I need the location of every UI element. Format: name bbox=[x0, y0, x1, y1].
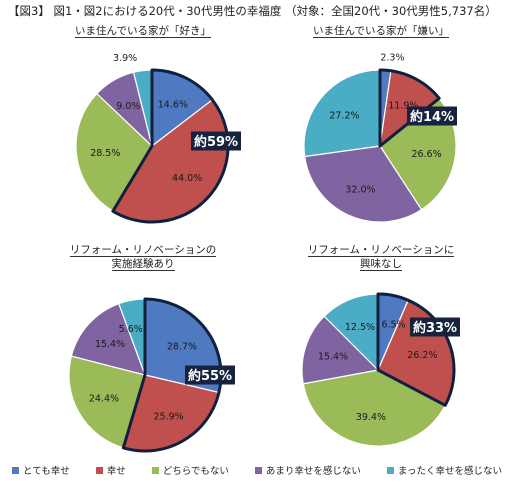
chart-title-dislike-home: いま住んでいる家が「嫌い」 bbox=[261, 24, 501, 38]
figure-title: 【図3】 図1・図2における20代・30代男性の幸福度 （対象：全国20代・30… bbox=[8, 4, 497, 18]
data-label: 9.0% bbox=[116, 101, 140, 112]
pie-chart-3: 6.5% 26.2% 39.4% 15.4% 12.5% 約33% bbox=[301, 292, 460, 447]
data-label: 12.5% bbox=[345, 322, 375, 333]
data-label: 44.0% bbox=[172, 173, 202, 184]
data-label: 2.3% bbox=[380, 53, 404, 64]
legend-swatch bbox=[12, 466, 19, 474]
data-label: 15.4% bbox=[318, 352, 348, 363]
data-label: 39.4% bbox=[356, 412, 386, 423]
chart-title-line: いま住んでいる家が「好き」 bbox=[75, 25, 211, 38]
chart-title-line: いま住んでいる家が「嫌い」 bbox=[313, 25, 449, 38]
chart-title-line: リフォーム・リノベーションに bbox=[307, 244, 455, 257]
legend-item: あまり幸せを感じない bbox=[254, 463, 361, 477]
legend-swatch bbox=[151, 466, 159, 474]
data-label: 15.4% bbox=[95, 339, 125, 350]
data-label: 5.6% bbox=[119, 324, 143, 335]
pie-chart-2: 28.7% 25.9% 24.4% 15.4% 5.6% 約55% bbox=[68, 297, 235, 453]
legend-item: まったく幸せを感じない bbox=[386, 463, 502, 477]
data-label: 3.9% bbox=[113, 53, 137, 64]
callout-label: 約55% bbox=[188, 368, 232, 384]
callout-box bbox=[407, 106, 457, 126]
pie-slice bbox=[75, 92, 153, 212]
highlight-outline bbox=[121, 297, 223, 453]
data-label: 32.0% bbox=[345, 184, 375, 195]
legend-label: あまり幸せを感じない bbox=[265, 466, 361, 477]
chart-title-renovated: リフォーム・リノベーションの 実施経験あり bbox=[23, 243, 263, 271]
data-label: 25.9% bbox=[154, 411, 184, 422]
legend-swatch bbox=[95, 466, 103, 474]
data-label: 14.6% bbox=[158, 99, 188, 110]
data-label: 28.5% bbox=[90, 148, 120, 159]
chart-title-not-interested: リフォーム・リノベーションに 興味なし bbox=[261, 243, 501, 271]
callout-label: 約59% bbox=[194, 134, 238, 150]
legend-item: とても幸せ bbox=[12, 463, 70, 477]
legend: とても幸せ 幸せ どちらでもない あまり幸せを感じない まったく幸せを感じない bbox=[12, 463, 502, 477]
legend-label: とても幸せ bbox=[23, 466, 70, 477]
highlight-outline bbox=[378, 68, 441, 148]
pie-slice bbox=[301, 315, 380, 385]
pie-slice bbox=[303, 69, 381, 158]
callout-label: 約14% bbox=[410, 109, 454, 125]
chart-title-line: 実施経験あり bbox=[111, 258, 175, 271]
data-label: 6.5% bbox=[381, 319, 405, 330]
pie-chart-1: 2.3% 11.9% 26.6% 32.0% 27.2% 約14% bbox=[303, 53, 457, 223]
callout-box bbox=[410, 317, 460, 337]
data-label: 11.9% bbox=[388, 101, 418, 112]
chart-title-line: 興味なし bbox=[360, 258, 402, 271]
chart-title-like-home: いま住んでいる家が「好き」 bbox=[23, 24, 263, 38]
chart-title-line: リフォーム・リノベーションの bbox=[69, 244, 217, 257]
pie-charts: 14.6% 44.0% 28.5% 9.0% 3.9% 約59% 2.3% 11.9% 26.6… bbox=[68, 53, 460, 453]
pie-slice bbox=[302, 369, 447, 447]
data-label: 27.2% bbox=[329, 111, 359, 122]
data-label: 24.4% bbox=[89, 394, 119, 405]
callout-box bbox=[185, 365, 235, 385]
callout-box bbox=[191, 131, 241, 151]
legend-swatch bbox=[386, 466, 394, 474]
data-label: 28.7% bbox=[167, 341, 197, 352]
highlight-outline bbox=[111, 68, 230, 224]
legend-swatch bbox=[254, 466, 262, 474]
legend-label: 幸せ bbox=[106, 466, 126, 477]
pie-chart-0: 14.6% 44.0% 28.5% 9.0% 3.9% 約59% bbox=[75, 53, 241, 224]
callout-label: 約33% bbox=[413, 320, 457, 336]
data-label: 26.2% bbox=[407, 350, 437, 361]
legend-item: どちらでもない bbox=[151, 463, 229, 477]
legend-label: まったく幸せを感じない bbox=[397, 466, 502, 477]
pie-slice bbox=[304, 145, 423, 223]
legend-label: どちらでもない bbox=[162, 466, 229, 477]
pie-slice bbox=[70, 302, 146, 376]
data-label: 26.6% bbox=[411, 149, 441, 160]
legend-item: 幸せ bbox=[95, 463, 126, 477]
pie-slice bbox=[68, 355, 146, 449]
